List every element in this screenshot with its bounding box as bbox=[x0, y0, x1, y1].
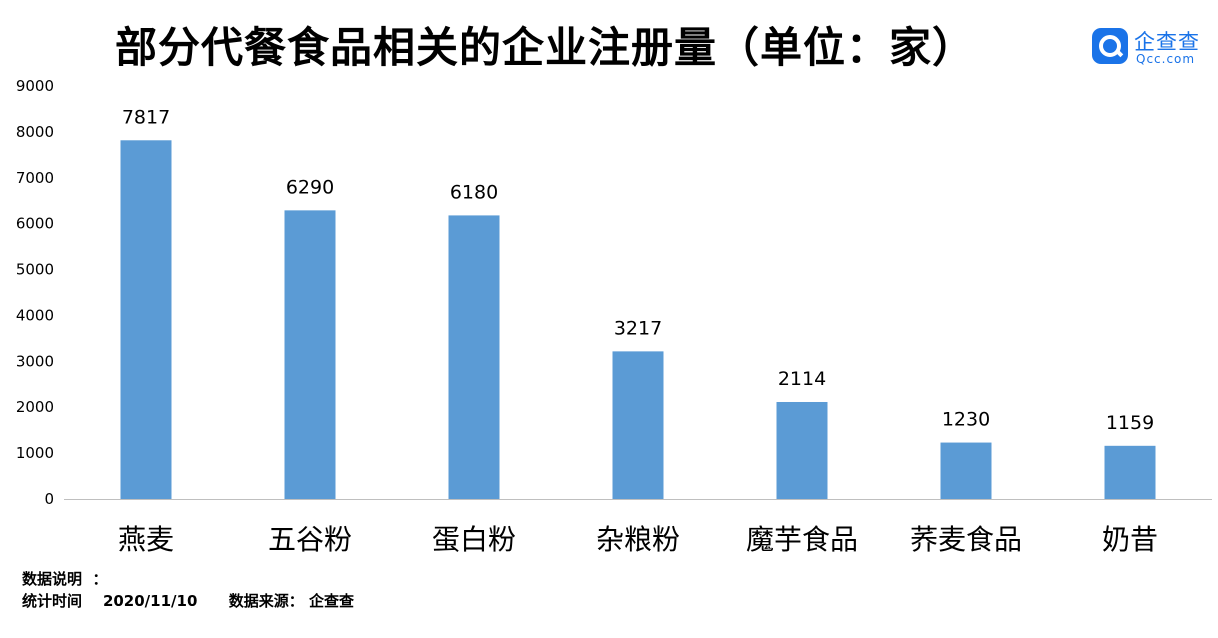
time-value: 2020/11/10 bbox=[102, 592, 198, 610]
x-category-label: 五谷粉 bbox=[268, 523, 352, 556]
data-labels: 7817 6290 6180 3217 2114 1230 1159 bbox=[122, 106, 1154, 434]
x-category-label: 杂粮粉 bbox=[596, 523, 680, 556]
bar bbox=[448, 215, 500, 499]
data-label: 6290 bbox=[286, 176, 334, 198]
x-axis-labels: 燕麦 五谷粉 蛋白粉 杂粮粉 魔芋食品 荞麦食品 奶昔 bbox=[118, 523, 1158, 556]
qcc-logo-icon bbox=[1092, 28, 1128, 64]
data-meta: 统计时间 2020/11/10 数据来源： 企查查 bbox=[22, 590, 354, 612]
bar bbox=[612, 351, 664, 499]
source-value: 企查查 bbox=[309, 592, 355, 610]
data-note-label: 数据说明 ： bbox=[22, 570, 108, 588]
logo-sub: Qcc.com bbox=[1136, 52, 1196, 66]
data-label: 1230 bbox=[942, 409, 990, 431]
x-category-label: 蛋白粉 bbox=[432, 523, 516, 556]
time-label: 统计时间 bbox=[22, 592, 83, 610]
y-tick-label: 3000 bbox=[16, 352, 54, 370]
y-tick-label: 8000 bbox=[16, 123, 54, 141]
bar bbox=[776, 401, 828, 499]
y-tick-label: 6000 bbox=[16, 215, 54, 233]
y-axis: 0 1000 2000 3000 4000 5000 6000 7000 8000 9000 bbox=[16, 77, 54, 508]
y-tick-label: 5000 bbox=[16, 261, 54, 279]
data-note: 数据说明 ： bbox=[22, 568, 354, 590]
bar bbox=[940, 442, 992, 499]
bar bbox=[1104, 445, 1156, 499]
bar bbox=[284, 210, 336, 499]
x-category-label: 魔芋食品 bbox=[746, 523, 858, 556]
data-label: 1159 bbox=[1106, 412, 1154, 434]
x-category-label: 奶昔 bbox=[1102, 523, 1158, 556]
brand-logo: 企查查 Qcc.com bbox=[1092, 26, 1210, 70]
chart-title: 部分代餐食品相关的企业注册量（单位：家） bbox=[114, 23, 975, 72]
bar bbox=[120, 140, 172, 499]
data-label: 7817 bbox=[122, 106, 170, 128]
logo-name: 企查查 bbox=[1134, 30, 1200, 54]
y-tick-label: 7000 bbox=[16, 169, 54, 187]
y-tick-label: 0 bbox=[44, 490, 54, 508]
y-tick-label: 2000 bbox=[16, 398, 54, 416]
source-label: 数据来源： bbox=[228, 592, 304, 610]
x-category-label: 燕麦 bbox=[118, 523, 174, 556]
y-tick-label: 1000 bbox=[16, 444, 54, 462]
footer-notes: 数据说明 ： 统计时间 2020/11/10 数据来源： 企查查 bbox=[22, 568, 354, 612]
data-label: 6180 bbox=[450, 181, 498, 203]
data-label: 2114 bbox=[778, 368, 826, 390]
y-tick-label: 9000 bbox=[16, 77, 54, 95]
y-tick-label: 4000 bbox=[16, 306, 54, 324]
bars bbox=[120, 140, 1156, 499]
x-category-label: 荞麦食品 bbox=[910, 523, 1022, 556]
data-label: 3217 bbox=[614, 317, 662, 339]
